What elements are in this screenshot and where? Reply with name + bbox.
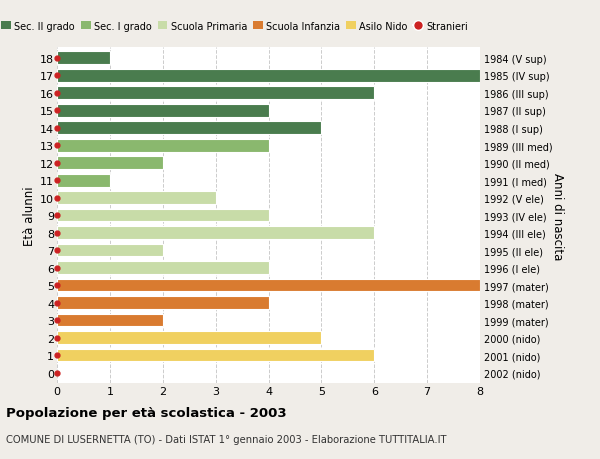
Y-axis label: Anni di nascita: Anni di nascita: [551, 172, 564, 259]
Bar: [57, 349, 374, 362]
Text: COMUNE DI LUSERNETTA (TO) - Dati ISTAT 1° gennaio 2003 - Elaborazione TUTTITALIA: COMUNE DI LUSERNETTA (TO) - Dati ISTAT 1…: [6, 434, 446, 444]
Bar: [57, 262, 269, 274]
Bar: [57, 122, 322, 135]
Y-axis label: Età alunni: Età alunni: [23, 186, 36, 246]
Bar: [57, 70, 480, 83]
Bar: [57, 157, 163, 170]
Bar: [57, 227, 374, 240]
Bar: [57, 140, 269, 152]
Bar: [57, 297, 269, 309]
Bar: [57, 209, 269, 222]
Bar: [57, 105, 269, 118]
Bar: [57, 244, 163, 257]
Bar: [57, 174, 110, 187]
Bar: [57, 52, 110, 65]
Legend: Sec. II grado, Sec. I grado, Scuola Primaria, Scuola Infanzia, Asilo Nido, Stran: Sec. II grado, Sec. I grado, Scuola Prim…: [0, 18, 472, 36]
Bar: [57, 314, 163, 327]
Bar: [57, 279, 480, 292]
Text: Popolazione per età scolastica - 2003: Popolazione per età scolastica - 2003: [6, 406, 287, 419]
Bar: [57, 87, 374, 100]
Bar: [57, 331, 322, 344]
Bar: [57, 192, 215, 205]
